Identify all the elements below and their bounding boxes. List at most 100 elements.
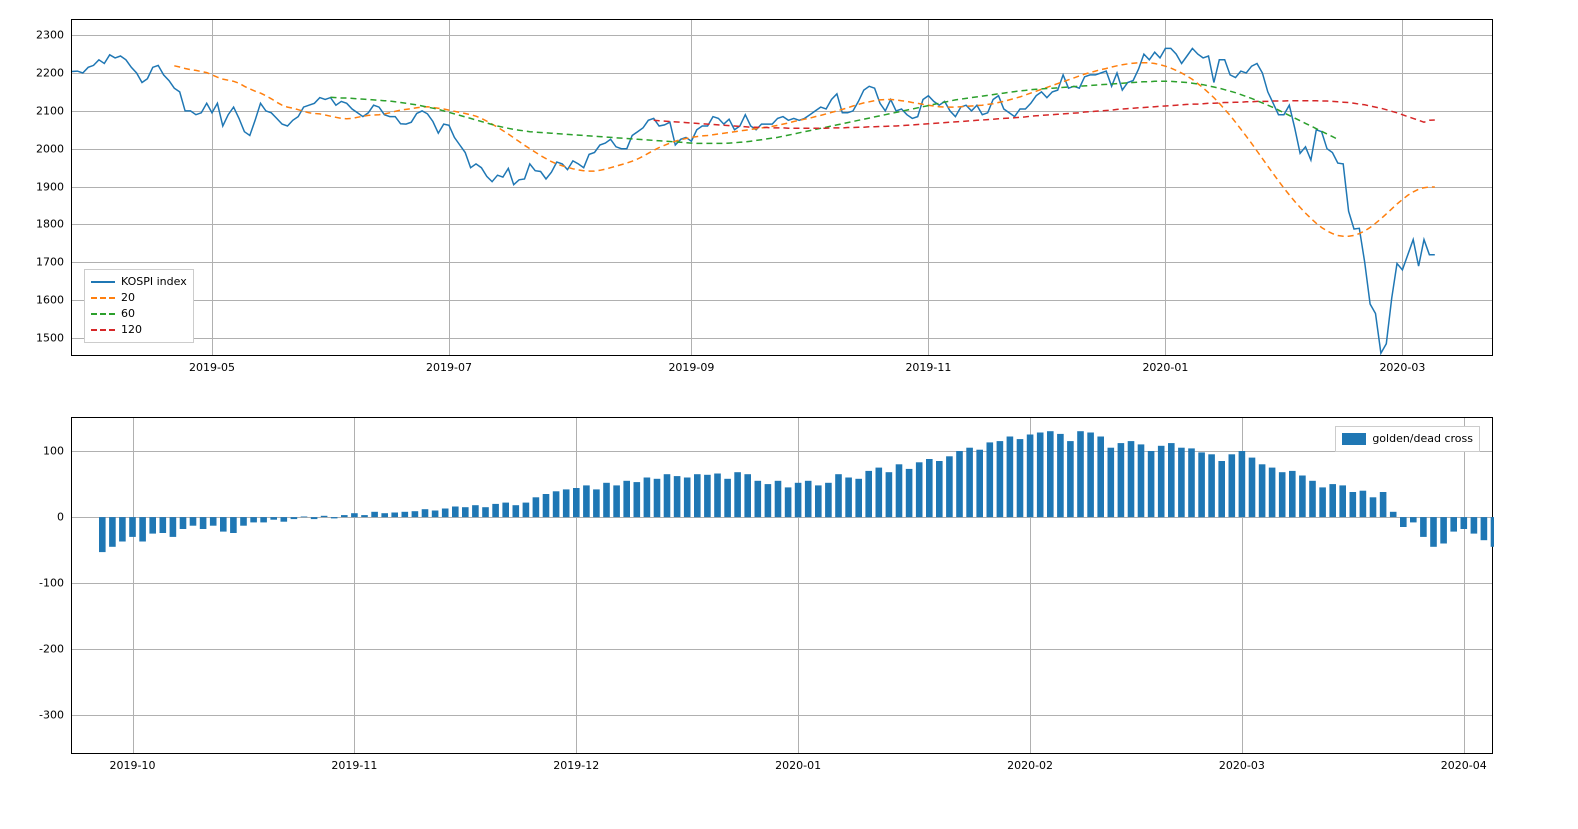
bar xyxy=(1108,448,1115,517)
bar xyxy=(452,507,459,518)
bar xyxy=(180,517,187,529)
bar xyxy=(805,481,812,517)
x-tick-label: 2019-10 xyxy=(110,759,156,772)
figure: 1500160017001800190020002100220023002019… xyxy=(10,10,1568,819)
bar xyxy=(946,456,953,517)
legend-swatch xyxy=(91,297,115,299)
bar xyxy=(240,517,247,526)
bar xyxy=(381,513,388,517)
bar xyxy=(765,484,772,517)
bar xyxy=(1047,431,1054,517)
bar xyxy=(553,491,560,517)
bar xyxy=(1128,441,1135,517)
bar xyxy=(523,503,530,517)
legend-item: KOSPI index xyxy=(91,274,187,290)
bar xyxy=(1390,512,1397,517)
bar xyxy=(876,468,883,518)
bar xyxy=(644,478,651,518)
bar xyxy=(1329,484,1336,517)
bar xyxy=(391,513,398,518)
y-tick-label: 100 xyxy=(43,445,64,458)
bar xyxy=(190,517,197,526)
bar xyxy=(311,517,318,519)
bar xyxy=(99,517,106,552)
x-tick-label: 2020-03 xyxy=(1219,759,1265,772)
bar xyxy=(1350,492,1357,517)
bar xyxy=(664,474,671,517)
legend-label: 60 xyxy=(121,306,135,322)
top-chart: 1500160017001800190020002100220023002019… xyxy=(71,19,1493,356)
bar xyxy=(1138,444,1145,517)
bar xyxy=(987,442,994,517)
bar xyxy=(543,494,550,517)
bar xyxy=(1440,517,1447,543)
bar xyxy=(1077,431,1084,517)
bar xyxy=(714,474,721,518)
bar xyxy=(1017,439,1024,517)
bar xyxy=(573,488,580,517)
bar xyxy=(684,478,691,518)
bar xyxy=(906,469,913,517)
x-tick-label: 2019-11 xyxy=(905,361,951,374)
bar xyxy=(603,483,610,517)
bar xyxy=(694,474,701,517)
legend-swatch xyxy=(91,281,115,283)
bar xyxy=(785,487,792,517)
y-tick-label: -300 xyxy=(39,709,64,722)
bar xyxy=(281,517,288,522)
bar xyxy=(654,479,661,517)
bar xyxy=(1491,517,1494,547)
legend-item: 60 xyxy=(91,306,187,322)
x-tick-label: 2019-11 xyxy=(331,759,377,772)
bar xyxy=(835,474,842,517)
bottom-chart: -300-200-10001002019-102019-112019-12202… xyxy=(71,417,1493,754)
bar xyxy=(1218,461,1225,517)
bar xyxy=(170,517,177,537)
bar xyxy=(1481,517,1488,540)
bar xyxy=(482,507,489,517)
bar xyxy=(1370,497,1377,517)
bar xyxy=(1097,437,1104,518)
bar xyxy=(734,472,741,517)
bar xyxy=(1057,434,1064,517)
bar xyxy=(200,517,207,529)
bar-plot-svg xyxy=(72,418,1494,755)
bar xyxy=(1198,452,1205,517)
x-tick-label: 2020-02 xyxy=(1007,759,1053,772)
bar xyxy=(855,479,862,517)
bar xyxy=(1249,458,1256,517)
bar xyxy=(966,448,973,517)
x-tick-label: 2019-05 xyxy=(189,361,235,374)
bar xyxy=(361,515,368,517)
bar xyxy=(1087,433,1094,518)
bar xyxy=(291,517,298,519)
bar xyxy=(1067,441,1074,517)
bar xyxy=(442,509,449,518)
bar xyxy=(1471,517,1478,534)
y-tick-label: -200 xyxy=(39,643,64,656)
y-tick-label: 1800 xyxy=(36,218,64,231)
bar xyxy=(260,517,267,522)
x-tick-label: 2020-04 xyxy=(1441,759,1487,772)
bar xyxy=(775,481,782,517)
bar xyxy=(109,517,116,547)
bar xyxy=(1259,464,1266,517)
bar xyxy=(1380,492,1387,517)
bar xyxy=(1450,517,1457,532)
bar xyxy=(1158,446,1165,517)
bar xyxy=(916,462,923,517)
bar xyxy=(1229,454,1236,517)
legend-swatch xyxy=(91,329,115,331)
bottom-legend: golden/dead cross xyxy=(1335,426,1480,452)
bar xyxy=(896,464,903,517)
bar xyxy=(1430,517,1437,547)
bar xyxy=(724,479,731,517)
bar xyxy=(1239,451,1246,517)
y-tick-label: 2300 xyxy=(36,29,64,42)
bar xyxy=(149,517,156,534)
legend-item: 120 xyxy=(91,322,187,338)
x-tick-label: 2020-01 xyxy=(775,759,821,772)
legend-label: golden/dead cross xyxy=(1372,431,1473,447)
bar xyxy=(422,509,429,517)
bar xyxy=(270,517,277,520)
